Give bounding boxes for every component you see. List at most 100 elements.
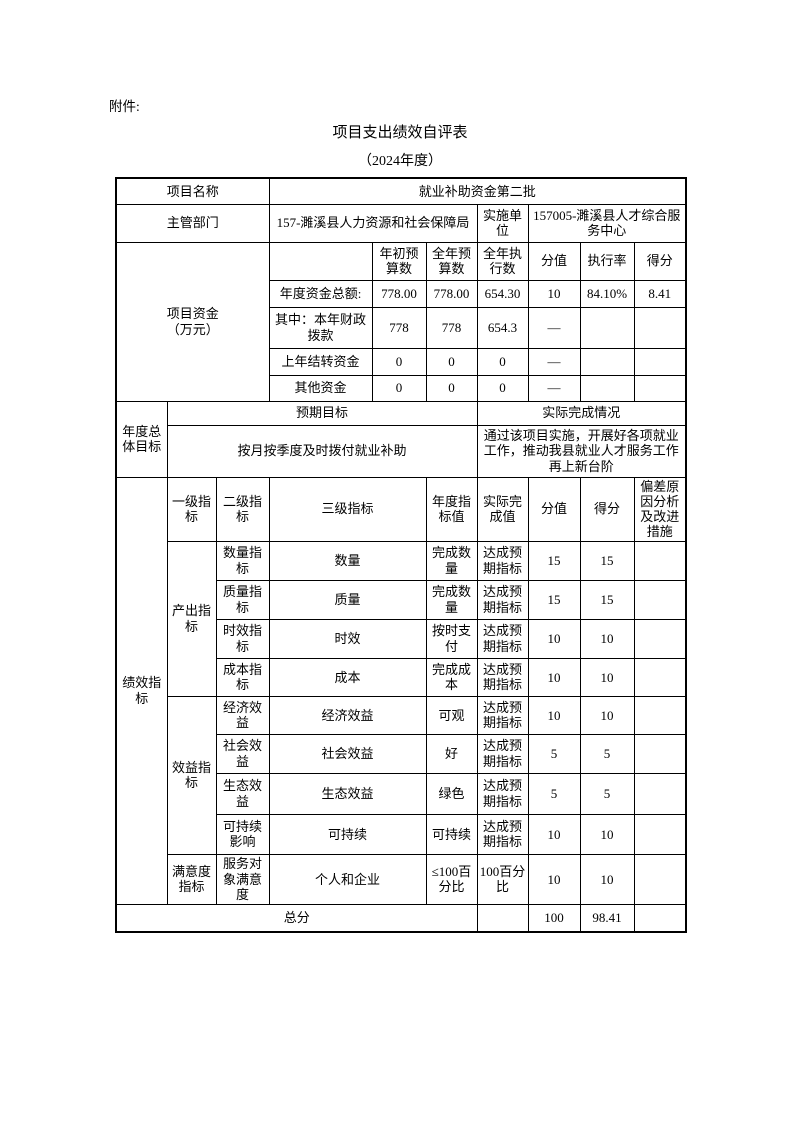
row-goal-content: 按月按季度及时拨付就业补助 通过该项目实施，开展好各项就业工作，推动我县就业人才… xyxy=(116,424,687,478)
page-subtitle: （2024年度） xyxy=(358,154,442,169)
funding-section-label: 项目资金 （万元） xyxy=(115,241,270,402)
funding-total-label: 年度资金总额: xyxy=(268,279,373,308)
row-indicator-ecological: 生态效益 生态效益 绿色 达成预期指标 5 5 xyxy=(116,772,687,815)
funding-header-rate: 执行率 xyxy=(579,241,635,281)
indicator-points: 10 xyxy=(579,695,635,735)
indicator-points: 10 xyxy=(579,813,635,855)
indicator-points: 10 xyxy=(579,853,635,905)
indicator-target: 好 xyxy=(425,733,478,774)
indicator-points: 10 xyxy=(579,657,635,697)
funding-carryover-points xyxy=(633,347,687,376)
funding-blank-header-cell xyxy=(268,241,373,281)
indicator-points: 5 xyxy=(579,772,635,815)
indicator-target: 完成数量 xyxy=(425,540,478,581)
funding-other-rate xyxy=(579,374,635,402)
indicator-target: ≤100百分比 xyxy=(425,853,478,905)
funding-carryover-executed: 0 xyxy=(476,347,529,376)
indicator-target: 完成数量 xyxy=(425,579,478,620)
row-indicator-header: 绩效指标 一级指标 二级指标 三级指标 年度指标值 实际完成值 分值 得分 偏差… xyxy=(115,476,687,905)
indicator-actual: 达成预期指标 xyxy=(476,695,529,735)
indicator-level3: 数量 xyxy=(268,540,427,581)
indicator-level3: 质量 xyxy=(268,579,427,620)
funding-other-label: 其他资金 xyxy=(268,374,373,402)
indicator-actual: 达成预期指标 xyxy=(476,772,529,815)
funding-carryover-rate xyxy=(579,347,635,376)
benefit-group-label: 效益指标 xyxy=(166,695,217,855)
funding-header-annual-budget: 全年预算数 xyxy=(425,241,478,281)
page-title: 项目支出绩效自评表 xyxy=(332,125,468,141)
indicator-header-level2: 二级指标 xyxy=(215,476,270,542)
funding-total-executed: 654.30 xyxy=(476,279,529,308)
indicator-level3: 社会效益 xyxy=(268,733,427,774)
funding-fiscal-points xyxy=(633,306,687,349)
row-goal-header: 年度总体目标 预期目标 实际完成情况 xyxy=(115,400,687,478)
indicator-deviation xyxy=(633,579,687,620)
funding-fiscal-rate xyxy=(579,306,635,349)
funding-other-annual: 0 xyxy=(425,374,478,402)
indicator-header-level3: 三级指标 xyxy=(268,476,427,542)
indicator-target: 可观 xyxy=(425,695,478,735)
indicator-level3: 经济效益 xyxy=(268,695,427,735)
indicator-level2: 服务对象满意度 xyxy=(215,853,270,905)
funding-total-points: 8.41 xyxy=(633,279,687,308)
funding-other-initial: 0 xyxy=(371,374,427,402)
annual-goal-section-label: 年度总体目标 xyxy=(115,400,168,478)
indicator-points: 10 xyxy=(579,618,635,659)
funding-total-annual: 778.00 xyxy=(425,279,478,308)
indicator-actual: 达成预期指标 xyxy=(476,618,529,659)
attachment-label: 附件: xyxy=(109,99,140,114)
indicator-header-level1: 一级指标 xyxy=(166,476,217,542)
row-funding-total: 年度资金总额: 778.00 778.00 654.30 10 84.10% 8… xyxy=(116,279,687,308)
funding-header-initial-budget: 年初预算数 xyxy=(371,241,427,281)
indicator-score: 10 xyxy=(527,618,581,659)
indicator-points: 15 xyxy=(579,540,635,581)
indicator-level3: 生态效益 xyxy=(268,772,427,815)
indicator-level2: 生态效益 xyxy=(215,772,270,815)
row-indicator-satisfaction: 满意度指标 服务对象满意度 个人和企业 ≤100百分比 100百分比 10 10 xyxy=(116,853,687,905)
indicator-header-target: 年度指标值 xyxy=(425,476,478,542)
indicator-deviation xyxy=(633,813,687,855)
indicator-level2: 可持续影响 xyxy=(215,813,270,855)
indicator-actual: 达成预期指标 xyxy=(476,579,529,620)
project-name-label: 项目名称 xyxy=(115,177,270,205)
indicator-deviation xyxy=(633,772,687,815)
indicator-level2: 经济效益 xyxy=(215,695,270,735)
funding-fiscal-score: — xyxy=(527,306,581,349)
indicator-actual: 达成预期指标 xyxy=(476,540,529,581)
impl-unit-value: 157005-濉溪县人才综合服务中心 xyxy=(527,203,687,243)
total-label: 总分 xyxy=(115,903,478,933)
indicator-score: 5 xyxy=(527,733,581,774)
indicator-target: 可持续 xyxy=(425,813,478,855)
row-indicator-sustainability: 可持续影响 可持续 可持续 达成预期指标 10 10 xyxy=(116,813,687,855)
indicator-header-deviation: 偏差原因分析及改进措施 xyxy=(633,476,687,542)
satisfaction-group-label: 满意度指标 xyxy=(166,853,217,905)
indicator-points: 15 xyxy=(579,579,635,620)
impl-unit-label: 实施单位 xyxy=(476,203,529,243)
indicator-deviation xyxy=(633,695,687,735)
row-indicator-cost: 成本指标 成本 完成成本 达成预期指标 10 10 xyxy=(116,657,687,697)
indicators-section-label: 绩效指标 xyxy=(115,476,168,905)
indicator-points: 5 xyxy=(579,733,635,774)
funding-other-score: — xyxy=(527,374,581,402)
funding-carryover-label: 上年结转资金 xyxy=(268,347,373,376)
indicator-deviation xyxy=(633,657,687,697)
row-indicator-quality: 质量指标 质量 完成数量 达成预期指标 15 15 xyxy=(116,579,687,620)
indicator-level2: 时效指标 xyxy=(215,618,270,659)
funding-other-executed: 0 xyxy=(476,374,529,402)
funding-header-score: 分值 xyxy=(527,241,581,281)
indicator-deviation xyxy=(633,733,687,774)
indicator-actual: 达成预期指标 xyxy=(476,733,529,774)
row-indicator-economic: 效益指标 经济效益 经济效益 可观 达成预期指标 10 10 xyxy=(116,695,687,855)
funding-fiscal-executed: 654.3 xyxy=(476,306,529,349)
indicator-score: 10 xyxy=(527,813,581,855)
indicator-score: 10 xyxy=(527,853,581,905)
funding-fiscal-label: 其中：本年财政拨款 xyxy=(268,306,373,349)
dept-label: 主管部门 xyxy=(115,203,270,243)
funding-total-score: 10 xyxy=(527,279,581,308)
funding-header-executed: 全年执行数 xyxy=(476,241,529,281)
funding-fiscal-annual: 778 xyxy=(425,306,478,349)
indicator-header-actual: 实际完成值 xyxy=(476,476,529,542)
indicator-level3: 个人和企业 xyxy=(268,853,427,905)
row-department: 主管部门 157-濉溪县人力资源和社会保障局 实施单位 157005-濉溪县人才… xyxy=(115,203,687,243)
